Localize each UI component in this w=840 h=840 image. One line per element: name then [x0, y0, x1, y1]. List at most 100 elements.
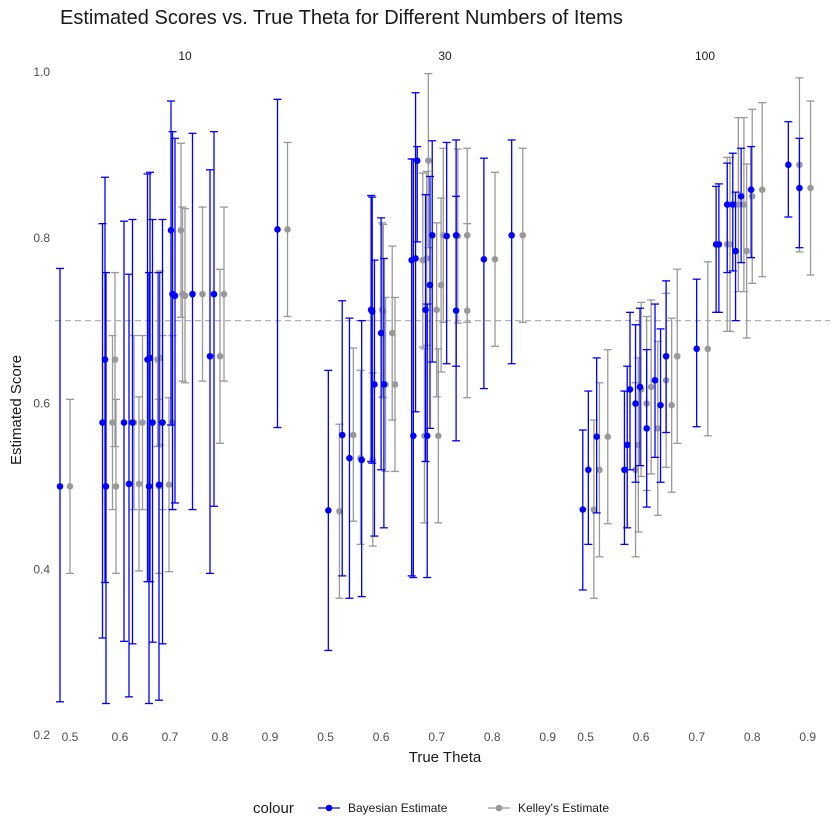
data-point	[491, 255, 499, 263]
data-point	[519, 231, 527, 239]
data-point	[579, 506, 587, 513]
y-axis-title: Estimated Score	[8, 355, 25, 465]
x-tick-label: 0.6	[373, 730, 390, 744]
legend-entry-label: Kelley's Estimate	[518, 801, 609, 815]
x-tick-label: 0.6	[112, 730, 129, 744]
y-axis: 0.2 0.4 0.6 0.8 1.0	[33, 65, 50, 742]
data-point	[807, 184, 814, 192]
data-point	[155, 481, 163, 489]
data-point	[647, 383, 655, 391]
data-point	[435, 432, 442, 440]
y-tick-label: 0.4	[33, 562, 50, 576]
data-point	[149, 419, 156, 426]
data-point	[657, 401, 664, 409]
data-point	[668, 401, 675, 409]
data-point	[636, 383, 644, 391]
data-point	[101, 356, 109, 363]
x-tick-label: 0.5	[577, 730, 594, 744]
x-tick-label: 0.8	[212, 730, 229, 744]
data-point	[623, 441, 631, 449]
y-tick-label: 0.2	[33, 728, 50, 742]
data-point	[443, 232, 450, 240]
data-point	[626, 386, 634, 393]
data-point	[748, 193, 756, 200]
data-point	[135, 480, 143, 488]
x-tick-label: 0.8	[484, 730, 501, 744]
x-axis-title: True Theta	[409, 749, 482, 766]
data-point	[425, 157, 432, 164]
x-tick-label: 0.7	[162, 730, 179, 744]
x-tick-label: 0.9	[799, 730, 816, 744]
legend-key-point	[495, 804, 503, 812]
data-point	[726, 241, 734, 248]
data-point	[274, 226, 281, 233]
data-point	[210, 290, 218, 298]
data-point	[125, 480, 133, 488]
data-point	[284, 226, 291, 233]
data-point	[412, 255, 419, 262]
data-point	[391, 381, 399, 388]
facet-panel-10: 10 0.5 0.6 0.7 0.8 0.9	[56, 49, 292, 744]
data-point	[350, 431, 357, 439]
data-point	[732, 247, 739, 255]
data-point	[371, 381, 378, 388]
data-point	[715, 241, 723, 248]
data-point	[388, 329, 396, 337]
series-bayesian	[324, 92, 516, 652]
data-point	[729, 201, 737, 208]
data-point	[129, 419, 136, 426]
data-point	[654, 425, 662, 432]
series-kelley	[335, 73, 527, 599]
data-point	[423, 432, 431, 440]
data-point	[662, 352, 670, 360]
data-point	[433, 306, 440, 314]
series-bayesian	[56, 98, 282, 705]
facet-strip-label: 10	[178, 49, 192, 63]
data-point	[112, 483, 120, 490]
data-point	[737, 193, 745, 200]
x-tick-label: 0.5	[317, 730, 334, 744]
data-point	[593, 433, 600, 440]
data-point	[590, 506, 598, 513]
data-point	[463, 231, 471, 239]
legend-key-point	[325, 804, 333, 812]
data-point	[56, 483, 64, 490]
facet-panels: 10 0.5 0.6 0.7 0.8 0.9 30 0.5 0.6 0.7 0.8 0.9 100 0.5…	[56, 49, 816, 744]
data-point	[206, 352, 214, 360]
data-point	[216, 352, 224, 360]
data-point	[508, 231, 515, 239]
data-point	[99, 419, 106, 426]
series-kelley	[66, 141, 292, 575]
data-point	[428, 231, 436, 239]
data-point	[145, 483, 153, 490]
data-point	[621, 466, 628, 474]
x-tick-label: 0.8	[744, 730, 761, 744]
data-point	[159, 419, 166, 426]
data-point	[585, 466, 592, 474]
facet-panel-100: 100 0.5 0.6 0.7 0.8 0.9	[577, 49, 816, 744]
legend-entry-label: Bayesian Estimate	[348, 801, 448, 815]
x-tick-label: 0.9	[262, 730, 279, 744]
data-point	[604, 433, 612, 440]
data-point	[146, 354, 154, 362]
data-point	[171, 292, 179, 300]
data-point	[220, 290, 228, 298]
data-point	[785, 161, 792, 169]
x-tick-label: 0.7	[688, 730, 705, 744]
data-point	[723, 201, 731, 208]
data-point	[165, 481, 173, 489]
data-point	[111, 356, 119, 363]
facet-strip-label: 30	[438, 49, 452, 63]
y-tick-label: 1.0	[33, 65, 50, 79]
data-point	[167, 226, 175, 234]
data-point	[423, 255, 430, 262]
data-point	[338, 431, 346, 439]
data-point	[66, 483, 74, 490]
data-point	[704, 345, 712, 353]
x-tick-label: 0.5	[62, 730, 79, 744]
data-point	[747, 186, 755, 193]
data-point	[325, 507, 332, 514]
data-point	[632, 400, 639, 407]
x-tick-label: 0.9	[539, 730, 556, 744]
